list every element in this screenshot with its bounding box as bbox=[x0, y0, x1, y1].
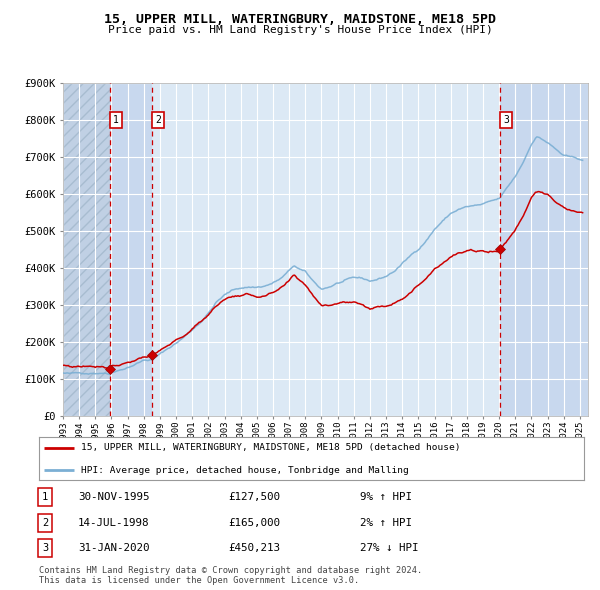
Text: 14-JUL-1998: 14-JUL-1998 bbox=[78, 518, 149, 527]
Text: 2% ↑ HPI: 2% ↑ HPI bbox=[360, 518, 412, 527]
Text: £127,500: £127,500 bbox=[228, 493, 280, 502]
Text: 9% ↑ HPI: 9% ↑ HPI bbox=[360, 493, 412, 502]
Text: 3: 3 bbox=[42, 543, 48, 553]
Text: 31-JAN-2020: 31-JAN-2020 bbox=[78, 543, 149, 553]
Text: Price paid vs. HM Land Registry's House Price Index (HPI): Price paid vs. HM Land Registry's House … bbox=[107, 25, 493, 35]
Bar bbox=[500, 83, 588, 416]
Text: This data is licensed under the Open Government Licence v3.0.: This data is licensed under the Open Gov… bbox=[39, 576, 359, 585]
Text: 2: 2 bbox=[155, 114, 161, 124]
Text: £165,000: £165,000 bbox=[228, 518, 280, 527]
Bar bbox=[110, 83, 152, 416]
Bar bbox=[152, 83, 500, 416]
Text: 1: 1 bbox=[113, 114, 119, 124]
Text: 27% ↓ HPI: 27% ↓ HPI bbox=[360, 543, 419, 553]
Text: Contains HM Land Registry data © Crown copyright and database right 2024.: Contains HM Land Registry data © Crown c… bbox=[39, 566, 422, 575]
Text: HPI: Average price, detached house, Tonbridge and Malling: HPI: Average price, detached house, Tonb… bbox=[82, 466, 409, 475]
Text: 2: 2 bbox=[42, 518, 48, 527]
Text: 3: 3 bbox=[503, 114, 509, 124]
Text: 1: 1 bbox=[42, 493, 48, 502]
Text: 30-NOV-1995: 30-NOV-1995 bbox=[78, 493, 149, 502]
Text: 15, UPPER MILL, WATERINGBURY, MAIDSTONE, ME18 5PD (detached house): 15, UPPER MILL, WATERINGBURY, MAIDSTONE,… bbox=[82, 443, 461, 453]
Bar bbox=[63, 83, 110, 416]
Text: £450,213: £450,213 bbox=[228, 543, 280, 553]
Text: 15, UPPER MILL, WATERINGBURY, MAIDSTONE, ME18 5PD: 15, UPPER MILL, WATERINGBURY, MAIDSTONE,… bbox=[104, 13, 496, 26]
